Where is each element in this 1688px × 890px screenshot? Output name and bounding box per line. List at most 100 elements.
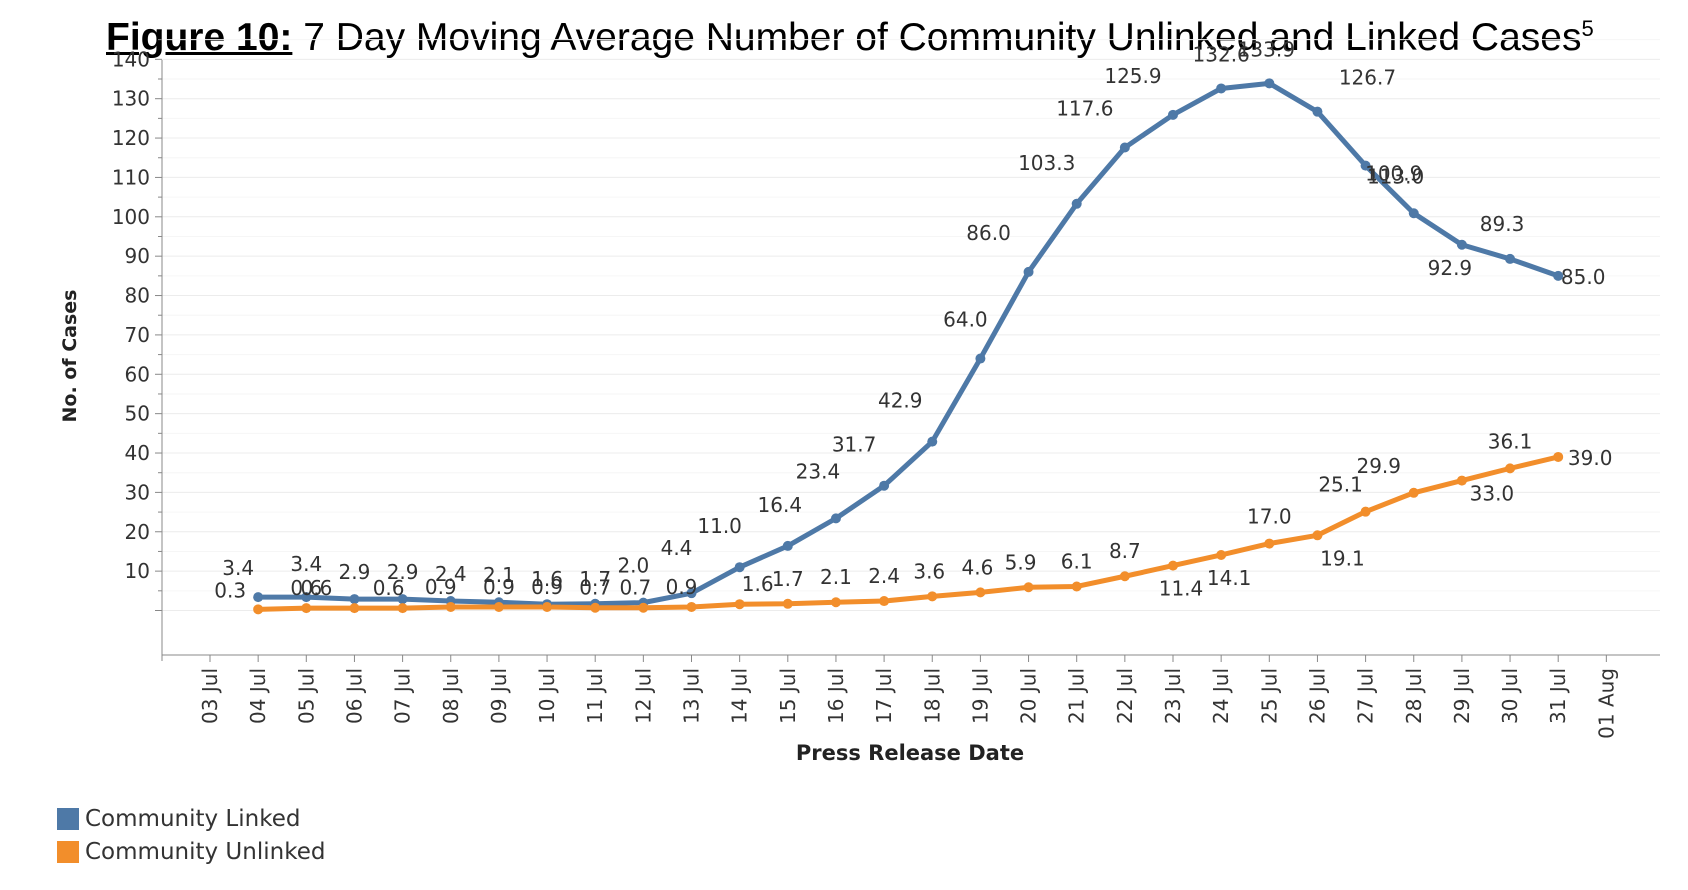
data-point	[879, 596, 890, 607]
data-point	[542, 601, 553, 612]
data-labels: 3.4 3.4 2.9 2.9 2.4 2.1 1.6 1.72.04.411.016.423…	[214, 37, 1612, 602]
y-tick-label: 30	[125, 480, 150, 504]
x-tick-label: 29 Jul	[1450, 668, 1474, 724]
data-point	[1456, 475, 1467, 486]
figure-number: Figure 10:	[106, 16, 293, 59]
y-tick-label: 110	[112, 165, 150, 189]
data-label: 86.0	[966, 221, 1011, 245]
x-tick-label: 27 Jul	[1354, 668, 1378, 724]
series-lines	[255, 80, 1561, 612]
data-point	[301, 592, 312, 603]
data-label: 1.7	[579, 567, 611, 591]
data-point	[1119, 571, 1130, 582]
x-tick-label: 21 Jul	[1065, 668, 1089, 724]
data-label: 3.4	[222, 556, 254, 580]
data-point	[349, 594, 360, 605]
x-tick-label: 23 Jul	[1161, 668, 1185, 724]
data-point	[1023, 582, 1034, 593]
y-tick-label: 10	[125, 559, 150, 583]
data-label: 0.6	[373, 576, 405, 600]
x-tick-label: 31 Jul	[1546, 668, 1570, 724]
data-point	[1071, 581, 1082, 592]
data-point	[830, 513, 841, 524]
x-tick-label: 04 Jul	[246, 668, 270, 724]
data-point	[349, 603, 360, 614]
data-label: 85.0	[1561, 265, 1606, 289]
data-point	[301, 603, 312, 614]
data-point	[253, 604, 264, 615]
legend-item-community-linked[interactable]: Community Linked	[57, 806, 300, 832]
axes: 10 20 30 40 50 60 70 80 90 100 110 120 130 140 03 Jul 0…	[112, 39, 1660, 739]
data-point	[1119, 142, 1130, 153]
x-tick-label: 03 Jul	[198, 668, 222, 724]
data-point	[1312, 530, 1323, 541]
data-label: 29.9	[1356, 454, 1401, 478]
data-point	[1360, 160, 1371, 171]
data-point	[927, 591, 938, 602]
x-tick-label: 16 Jul	[824, 668, 848, 724]
x-tick-label: 28 Jul	[1402, 668, 1426, 724]
y-tick-label: 120	[112, 126, 150, 150]
data-point	[397, 603, 408, 614]
x-tick-label: 15 Jul	[776, 668, 800, 724]
data-label: 2.9	[339, 560, 371, 584]
x-tick-label: 26 Jul	[1305, 668, 1329, 724]
data-label: 16.4	[758, 493, 803, 517]
data-points	[253, 78, 1564, 615]
data-point	[1505, 253, 1516, 264]
x-axis-title: Press Release Date	[796, 741, 1024, 765]
data-label: 0.9	[531, 575, 563, 599]
y-tick-label: 90	[125, 244, 150, 268]
x-tick-label: 14 Jul	[728, 668, 752, 724]
data-label: 0.9	[483, 575, 515, 599]
data-point	[1168, 109, 1178, 120]
data-label: 0.7	[579, 576, 611, 600]
data-label: 0.6	[290, 576, 322, 600]
data-label: 39.0	[1568, 446, 1613, 470]
data-point	[397, 594, 408, 605]
data-point	[975, 353, 986, 364]
data-label: 1.7	[772, 567, 804, 591]
data-label: 103.3	[1018, 151, 1075, 175]
y-tick-label: 140	[112, 47, 150, 71]
data-label: 42.9	[878, 389, 923, 413]
data-label: 3.6	[913, 559, 945, 583]
data-label: 36.1	[1488, 429, 1533, 453]
x-tick-label: 20 Jul	[1017, 668, 1041, 724]
data-point	[1360, 506, 1371, 517]
data-label: 2.1	[483, 563, 515, 587]
data-point	[493, 601, 504, 612]
data-label: 132.6	[1193, 42, 1250, 66]
data-label: 89.3	[1480, 212, 1525, 236]
x-tick-label: 19 Jul	[968, 668, 992, 724]
data-label: 19.1	[1320, 546, 1365, 570]
data-label: 23.4	[796, 459, 841, 483]
legend-item-community-unlinked[interactable]: Community Unlinked	[57, 839, 325, 865]
y-tick-label: 70	[125, 323, 150, 347]
data-point	[1168, 560, 1178, 571]
y-tick-label: 50	[125, 402, 150, 426]
data-label: 117.6	[1056, 97, 1113, 121]
y-tick-label: 40	[125, 441, 150, 465]
data-label: 5.9	[1005, 550, 1037, 574]
data-label: 0.7	[619, 576, 651, 600]
data-label: 1.6	[742, 572, 774, 596]
data-label: 92.9	[1428, 256, 1473, 280]
data-point	[782, 540, 793, 551]
data-point	[1312, 106, 1323, 117]
data-label: 0.9	[425, 575, 457, 599]
y-tick-label: 130	[112, 87, 150, 111]
chart-title-text: 7 Day Moving Average Number of Community…	[292, 16, 1582, 59]
data-point	[1553, 270, 1564, 281]
data-label: 2.0	[617, 554, 649, 578]
data-point	[253, 592, 264, 603]
data-label: 33.0	[1470, 482, 1515, 506]
data-point	[879, 480, 890, 491]
footnote-marker: 5	[1581, 16, 1594, 41]
data-label: 125.9	[1104, 64, 1161, 88]
data-label: 2.4	[435, 562, 467, 586]
legend-swatch-unlinked	[57, 841, 79, 863]
data-point	[927, 436, 938, 447]
y-tick-label: 100	[112, 205, 150, 229]
